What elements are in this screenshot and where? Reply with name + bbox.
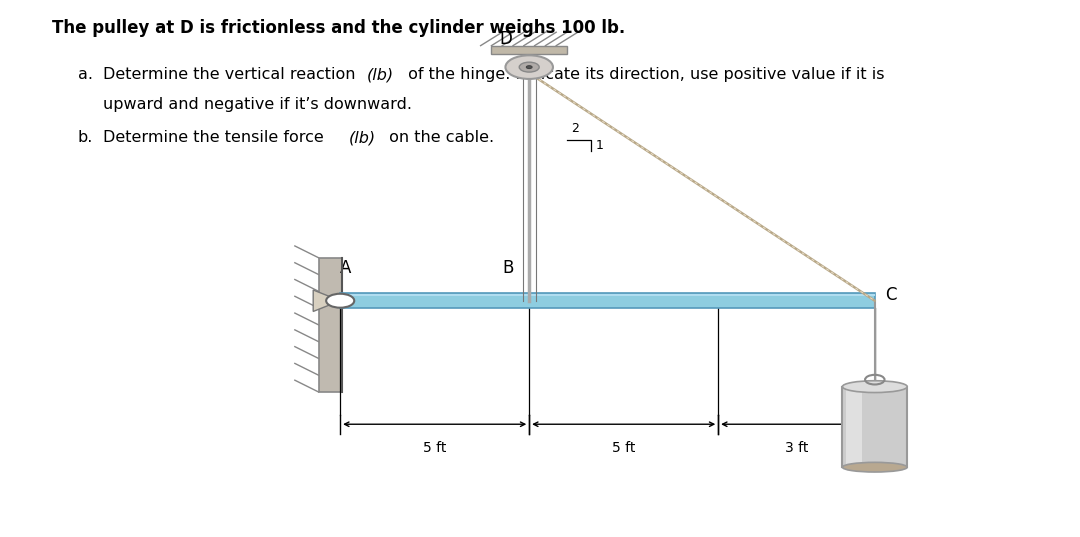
Text: 5 ft: 5 ft bbox=[423, 441, 446, 455]
Text: 5 ft: 5 ft bbox=[612, 441, 635, 455]
Circle shape bbox=[526, 66, 532, 69]
Polygon shape bbox=[313, 290, 340, 311]
Circle shape bbox=[326, 294, 354, 308]
Text: D: D bbox=[499, 30, 512, 48]
Text: The pulley at D is frictionless and the cylinder weighs 100 lb.: The pulley at D is frictionless and the … bbox=[52, 19, 625, 37]
Text: 2: 2 bbox=[571, 122, 579, 135]
Text: 3 ft: 3 ft bbox=[785, 441, 808, 455]
Bar bbox=[340, 293, 875, 308]
Polygon shape bbox=[319, 258, 342, 392]
Bar bbox=[846, 387, 862, 467]
Text: A: A bbox=[339, 258, 351, 277]
Text: B: B bbox=[502, 258, 514, 277]
Text: Determine the vertical reaction: Determine the vertical reaction bbox=[103, 67, 361, 82]
Ellipse shape bbox=[842, 462, 907, 472]
Text: (lb): (lb) bbox=[367, 67, 394, 82]
Text: (lb): (lb) bbox=[349, 130, 376, 146]
Text: a.: a. bbox=[78, 67, 93, 82]
Text: 1: 1 bbox=[596, 139, 604, 152]
Text: C: C bbox=[886, 286, 897, 304]
Text: upward and negative if it’s downward.: upward and negative if it’s downward. bbox=[103, 97, 411, 112]
Circle shape bbox=[505, 55, 553, 79]
Bar bbox=[842, 387, 907, 467]
Bar bbox=[491, 46, 567, 54]
Bar bbox=[340, 294, 875, 296]
Text: b.: b. bbox=[78, 130, 93, 146]
Text: Determine the tensile force: Determine the tensile force bbox=[103, 130, 328, 146]
Text: of the hinge. Indicate its direction, use positive value if it is: of the hinge. Indicate its direction, us… bbox=[403, 67, 885, 82]
Ellipse shape bbox=[842, 381, 907, 393]
Circle shape bbox=[519, 62, 539, 72]
Text: on the cable.: on the cable. bbox=[384, 130, 495, 146]
